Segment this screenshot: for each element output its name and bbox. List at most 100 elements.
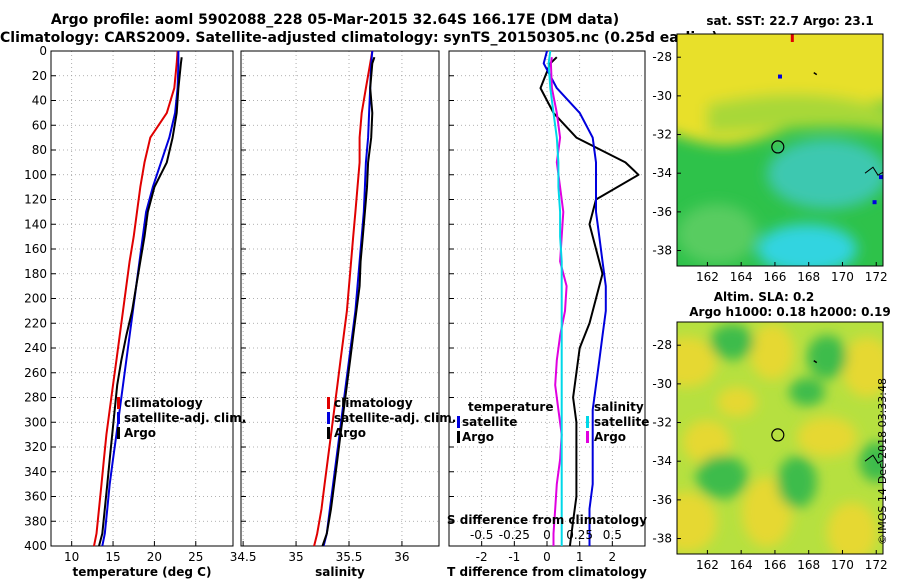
legend-swatch xyxy=(117,397,120,409)
x-tick-label: 36 xyxy=(394,550,409,564)
y-tick-label: -38 xyxy=(652,244,672,258)
x-tick-label: 35.5 xyxy=(336,550,363,564)
legend-swatch xyxy=(117,412,120,424)
y-tick-label: 380 xyxy=(24,514,47,528)
series-line xyxy=(321,56,376,547)
coastline xyxy=(864,166,883,176)
series-line xyxy=(313,50,374,547)
x-tick-label: -2 xyxy=(476,550,488,564)
axes-box xyxy=(50,50,234,547)
x-tick-label: 35 xyxy=(288,550,303,564)
legend-swatch xyxy=(586,416,589,428)
legend-swatch xyxy=(457,416,460,428)
high-sla xyxy=(750,324,794,380)
series-line xyxy=(101,51,180,547)
y-tick-label: 100 xyxy=(24,168,47,182)
series-line xyxy=(322,50,374,547)
sst-map-title: sat. SST: 22.7 Argo: 23.1 xyxy=(706,14,873,28)
secondary-tick-label: -0.5 xyxy=(470,528,493,542)
x-tick-label: 1 xyxy=(576,550,584,564)
marker xyxy=(872,200,877,205)
x-axis-label: temperature (deg C) xyxy=(73,565,212,579)
low-sla xyxy=(777,456,817,508)
sla-map-title: Altim. SLA: 0.2 xyxy=(714,290,815,304)
y-tick-label: -28 xyxy=(652,50,672,64)
y-tick-label: -28 xyxy=(652,338,672,352)
y-tick-label: 300 xyxy=(24,415,47,429)
y-tick-label: 400 xyxy=(24,539,47,553)
high-sla xyxy=(827,502,877,554)
secondary-tick-label: -0.25 xyxy=(499,528,530,542)
coastline xyxy=(813,360,818,364)
x-tick-label: 168 xyxy=(797,270,820,284)
coastline xyxy=(864,454,883,464)
high-sla xyxy=(717,387,757,417)
legend-label: satellite-adj. clim. xyxy=(334,411,456,425)
series-line xyxy=(93,50,179,547)
y-tick-label: 120 xyxy=(24,193,47,207)
chart-title-line2: Climatology: CARS2009. Satellite-adjuste… xyxy=(0,30,718,46)
legend-label: satellite xyxy=(594,415,649,429)
map-field xyxy=(677,322,883,554)
series-line xyxy=(98,57,183,547)
legend-label: Argo xyxy=(594,430,626,444)
y-tick-label: -32 xyxy=(652,416,672,430)
secondary-tick-label: 0.5 xyxy=(603,528,622,542)
sla-blobs xyxy=(677,324,883,554)
x-tick-label: 168 xyxy=(797,558,820,572)
map-frame xyxy=(676,321,884,555)
high-sla xyxy=(797,417,857,457)
y-tick-label: -36 xyxy=(652,493,672,507)
x-axis-label: T difference from climatology xyxy=(447,565,647,579)
legend-swatch xyxy=(117,427,120,439)
legend-label: satellite-adj. clim. xyxy=(124,411,246,425)
x-tick-label: 10 xyxy=(64,550,79,564)
x-tick-label: 172 xyxy=(865,558,888,572)
y-tick-label: 80 xyxy=(32,143,47,157)
y-tick-label: 60 xyxy=(32,118,47,132)
series-line xyxy=(547,50,563,546)
x-tick-label: 162 xyxy=(696,558,719,572)
y-tick-label: 360 xyxy=(24,490,47,504)
high-sla xyxy=(683,420,731,464)
y-tick-label: 200 xyxy=(24,292,47,306)
x-tick-label: 170 xyxy=(831,558,854,572)
profile-location-marker xyxy=(771,428,785,442)
legend-label: climatology xyxy=(334,396,413,410)
series-line xyxy=(539,56,640,547)
secondary-tick-label: 0.25 xyxy=(566,528,593,542)
marker xyxy=(778,74,782,79)
high-sla xyxy=(677,337,717,387)
x-tick-label: 0 xyxy=(543,550,551,564)
x-tick-label: 166 xyxy=(763,270,786,284)
legend-label: Argo xyxy=(334,426,366,440)
x-tick-label: -1 xyxy=(508,550,520,564)
y-tick-label: 340 xyxy=(24,465,47,479)
y-tick-label: -30 xyxy=(652,377,672,391)
legend-label: Argo xyxy=(462,430,494,444)
y-tick-label: 220 xyxy=(24,316,47,330)
sst-map: 162 164 166 168 170 172 -28 -30 -32 -34 -36 -38 xyxy=(652,33,888,284)
profile-location-marker xyxy=(771,140,785,154)
secondary-tick-label: 0 xyxy=(543,528,551,542)
series-line xyxy=(542,50,607,546)
y-tick-label: 280 xyxy=(24,391,47,405)
y-tick-label: -34 xyxy=(652,454,672,468)
chart-title-line1: Argo profile: aoml 5902088_228 05-Mar-20… xyxy=(50,12,620,28)
legend-label: satellite xyxy=(462,415,517,429)
y-tick-label: -32 xyxy=(652,128,672,142)
legend-swatch xyxy=(327,427,330,439)
legend-label: salinity xyxy=(594,400,644,414)
y-tick-label: -30 xyxy=(652,89,672,103)
map-frame xyxy=(676,33,884,267)
low-sla xyxy=(710,324,754,360)
y-tick-label: -34 xyxy=(652,166,672,180)
sst-blobs xyxy=(677,34,883,266)
x-tick-label: 172 xyxy=(865,270,888,284)
low-sla xyxy=(859,442,883,482)
timestamp-stamp: ©IMOS 14-Dec-2018 03:33:48 xyxy=(876,378,889,545)
high-sla xyxy=(677,492,717,552)
